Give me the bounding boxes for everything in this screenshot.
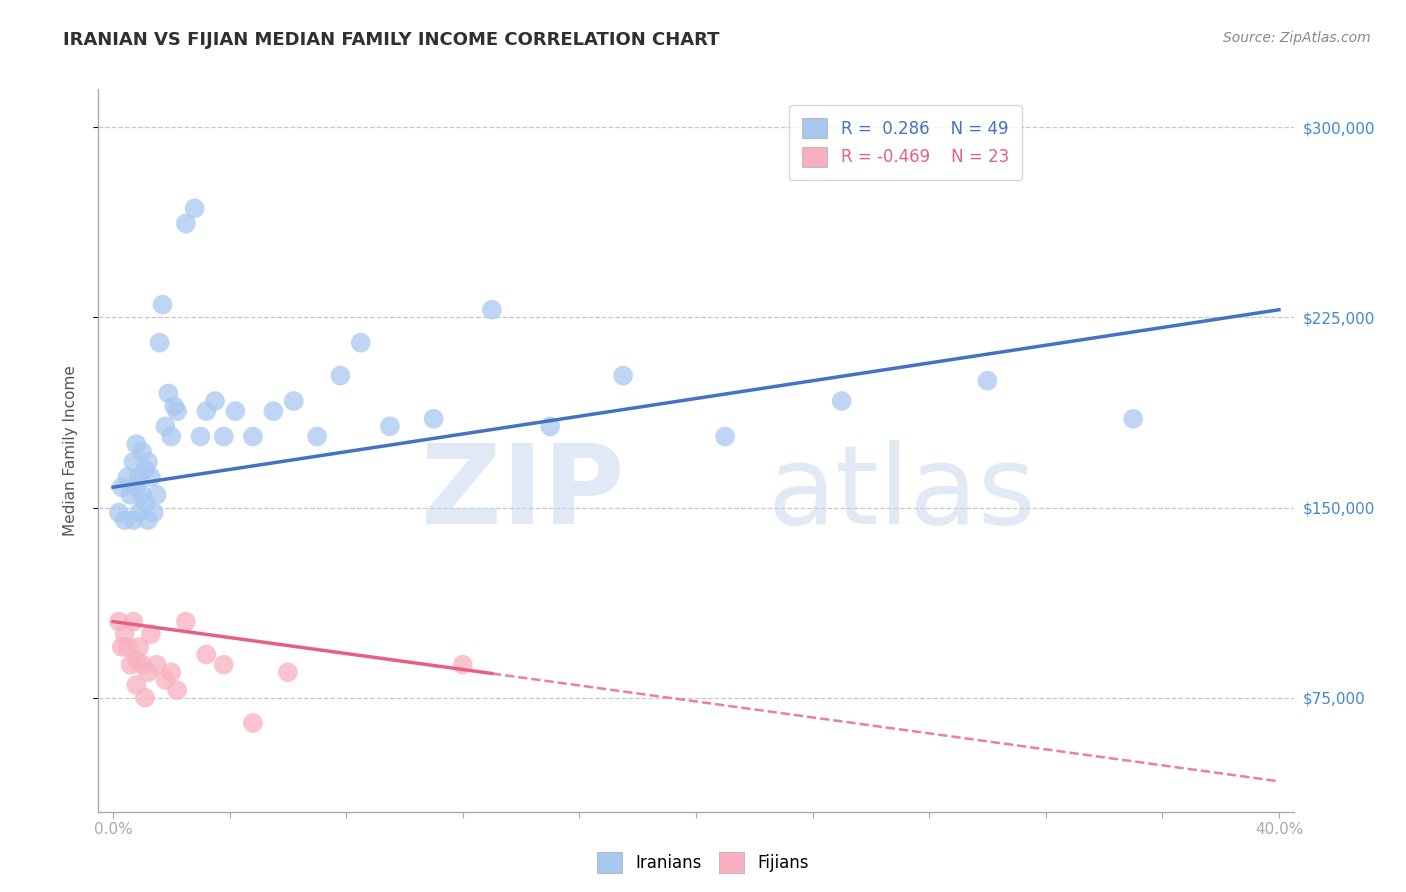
Point (163, 399, 186, 413)
Point (134, 690, 156, 705)
Point (145, 488, 167, 502)
Point (174, 615, 197, 629)
Point (155, 419, 177, 434)
Point (262, 404, 284, 418)
Point (128, 470, 150, 484)
Point (329, 368, 352, 383)
Text: Source: ZipAtlas.com: Source: ZipAtlas.com (1223, 31, 1371, 45)
Point (128, 640, 150, 654)
Point (136, 455, 159, 469)
Point (166, 404, 188, 418)
Point (976, 374, 998, 388)
Point (108, 615, 131, 629)
Point (212, 429, 235, 443)
Point (283, 394, 305, 409)
Point (157, 386, 180, 401)
Point (128, 506, 150, 520)
Point (122, 455, 145, 469)
Point (160, 429, 183, 443)
Point (242, 429, 264, 443)
Point (120, 488, 142, 502)
Point (117, 470, 139, 484)
Point (305, 429, 328, 443)
Point (204, 394, 226, 409)
Legend: R =  0.286    N = 49, R = -0.469    N = 23: R = 0.286 N = 49, R = -0.469 N = 23 (789, 104, 1022, 180)
Point (108, 506, 131, 520)
Point (117, 640, 139, 654)
Point (224, 404, 246, 418)
Point (120, 657, 142, 672)
Point (122, 615, 145, 629)
Point (131, 444, 153, 458)
Text: atlas: atlas (768, 441, 1036, 548)
Point (114, 627, 136, 641)
Point (422, 411, 444, 425)
Point (145, 657, 167, 672)
Y-axis label: Median Family Income: Median Family Income (63, 365, 77, 536)
Point (174, 217, 197, 231)
Point (378, 419, 401, 434)
Point (139, 627, 162, 641)
Point (139, 470, 162, 484)
Point (111, 480, 134, 494)
Point (183, 202, 205, 216)
Text: IRANIAN VS FIJIAN MEDIAN FAMILY INCOME CORRELATION CHART: IRANIAN VS FIJIAN MEDIAN FAMILY INCOME C… (63, 31, 720, 49)
Point (134, 495, 156, 509)
Point (451, 657, 474, 672)
Point (152, 298, 174, 312)
Point (125, 480, 148, 494)
Point (1122, 411, 1144, 425)
Point (114, 513, 136, 527)
Legend: Iranians, Fijians: Iranians, Fijians (591, 846, 815, 880)
Point (160, 665, 183, 680)
Point (195, 404, 218, 418)
Point (134, 462, 156, 476)
Point (131, 488, 153, 502)
Point (142, 506, 165, 520)
Text: ZIP: ZIP (420, 441, 624, 548)
Point (166, 683, 188, 698)
Point (122, 513, 145, 527)
Point (111, 640, 134, 654)
Point (481, 302, 503, 317)
Point (125, 678, 148, 692)
Point (136, 513, 159, 527)
Point (714, 429, 737, 443)
Point (277, 665, 299, 680)
Point (538, 419, 561, 434)
Point (242, 716, 264, 731)
Point (155, 673, 177, 687)
Point (190, 429, 212, 443)
Point (612, 368, 634, 383)
Point (831, 394, 853, 409)
Point (149, 335, 172, 350)
Point (136, 665, 159, 680)
Point (212, 657, 235, 672)
Point (195, 648, 218, 662)
Point (131, 657, 153, 672)
Point (125, 652, 148, 666)
Point (350, 335, 373, 350)
Point (125, 437, 148, 451)
